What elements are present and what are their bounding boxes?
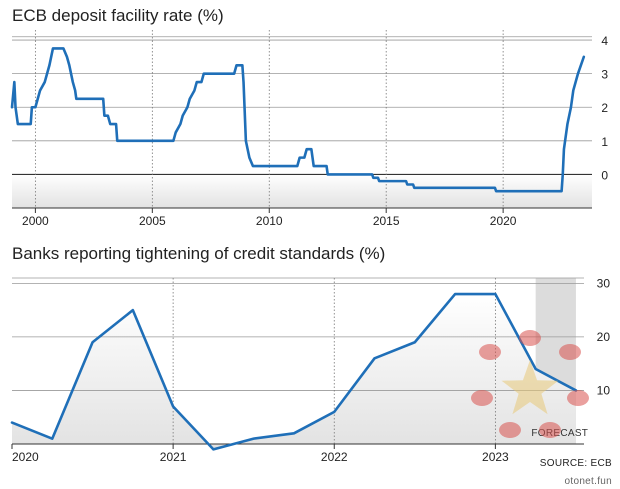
x-tick-label: 2022 bbox=[321, 450, 348, 464]
x-tick-label: 2020 bbox=[12, 450, 39, 464]
watermark-petal bbox=[539, 422, 561, 438]
x-tick-label: 2000 bbox=[22, 214, 49, 228]
y-tick-label: 1 bbox=[601, 135, 608, 149]
y-tick-label: 20 bbox=[597, 330, 611, 344]
y-tick-label: 10 bbox=[597, 383, 611, 397]
area-fill bbox=[12, 294, 576, 450]
watermark-star-icon bbox=[501, 360, 559, 415]
watermark-petal bbox=[499, 422, 521, 438]
watermark-text: otonet.fun bbox=[565, 476, 612, 487]
series-line bbox=[10, 47, 586, 193]
deposit-rate-chart: 2000 2005 2010 2015 2020 0 1 2 3 4 bbox=[10, 30, 608, 228]
watermark-emblem bbox=[471, 330, 589, 438]
x-tick-label: 2023 bbox=[482, 450, 509, 464]
x-tick-label: 2020 bbox=[490, 214, 517, 228]
x-tick-label: 2021 bbox=[160, 450, 187, 464]
x-tick-label: 2015 bbox=[373, 214, 400, 228]
chart1-title: ECB deposit facility rate (%) bbox=[12, 6, 224, 25]
watermark-petal bbox=[471, 390, 493, 406]
y-tick-label: 4 bbox=[601, 34, 608, 48]
series-line bbox=[10, 292, 578, 451]
watermark-petal bbox=[559, 344, 581, 360]
x-tick-label: 2010 bbox=[256, 214, 283, 228]
y-tick-label: 3 bbox=[601, 68, 608, 82]
watermark-petal bbox=[519, 330, 541, 346]
watermark-petal bbox=[479, 344, 501, 360]
chart2-title: Banks reporting tightening of credit sta… bbox=[12, 244, 386, 263]
source-text: SOURCE: ECB bbox=[540, 458, 612, 469]
y-tick-label: 0 bbox=[601, 168, 608, 182]
x-tick-label: 2005 bbox=[139, 214, 166, 228]
y-tick-label: 2 bbox=[601, 101, 608, 115]
y-tick-label: 30 bbox=[597, 276, 611, 290]
watermark-petal bbox=[567, 390, 589, 406]
